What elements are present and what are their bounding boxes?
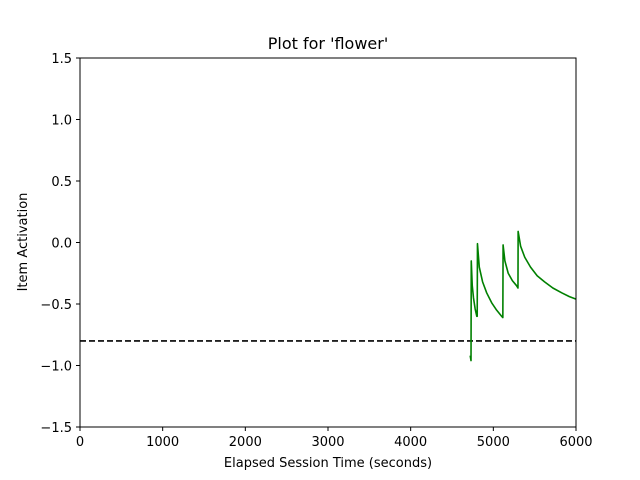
x-tick-label: 0 bbox=[76, 435, 84, 450]
y-tick-label: 1.0 bbox=[51, 114, 72, 129]
x-axis-label: Elapsed Session Time (seconds) bbox=[224, 456, 432, 471]
y-tick-label: −0.5 bbox=[40, 298, 72, 313]
chart-title: Plot for 'flower' bbox=[268, 34, 389, 53]
y-axis: −1.5 −1.0 −0.5 0.0 0.5 1.0 1.5 bbox=[40, 52, 80, 436]
x-tick-label: 3000 bbox=[311, 435, 344, 450]
y-tick-label: 1.5 bbox=[51, 52, 72, 67]
x-tick-label: 2000 bbox=[229, 435, 262, 450]
y-axis-label: Item Activation bbox=[16, 193, 31, 292]
y-tick-label: −1.0 bbox=[40, 360, 72, 375]
x-tick-label: 1000 bbox=[146, 435, 179, 450]
plot-area bbox=[80, 230, 577, 362]
x-axis: 0 1000 2000 3000 4000 5000 6000 bbox=[76, 427, 593, 450]
y-tick-label: −1.5 bbox=[40, 421, 72, 436]
y-tick-label: 0.0 bbox=[51, 237, 72, 252]
x-tick-label: 6000 bbox=[559, 435, 592, 450]
plot-frame bbox=[79, 57, 577, 428]
activation-series-line-0 bbox=[469, 230, 577, 362]
x-tick-label: 4000 bbox=[394, 435, 427, 450]
x-tick-label: 5000 bbox=[477, 435, 510, 450]
y-tick-label: 0.5 bbox=[51, 175, 72, 190]
